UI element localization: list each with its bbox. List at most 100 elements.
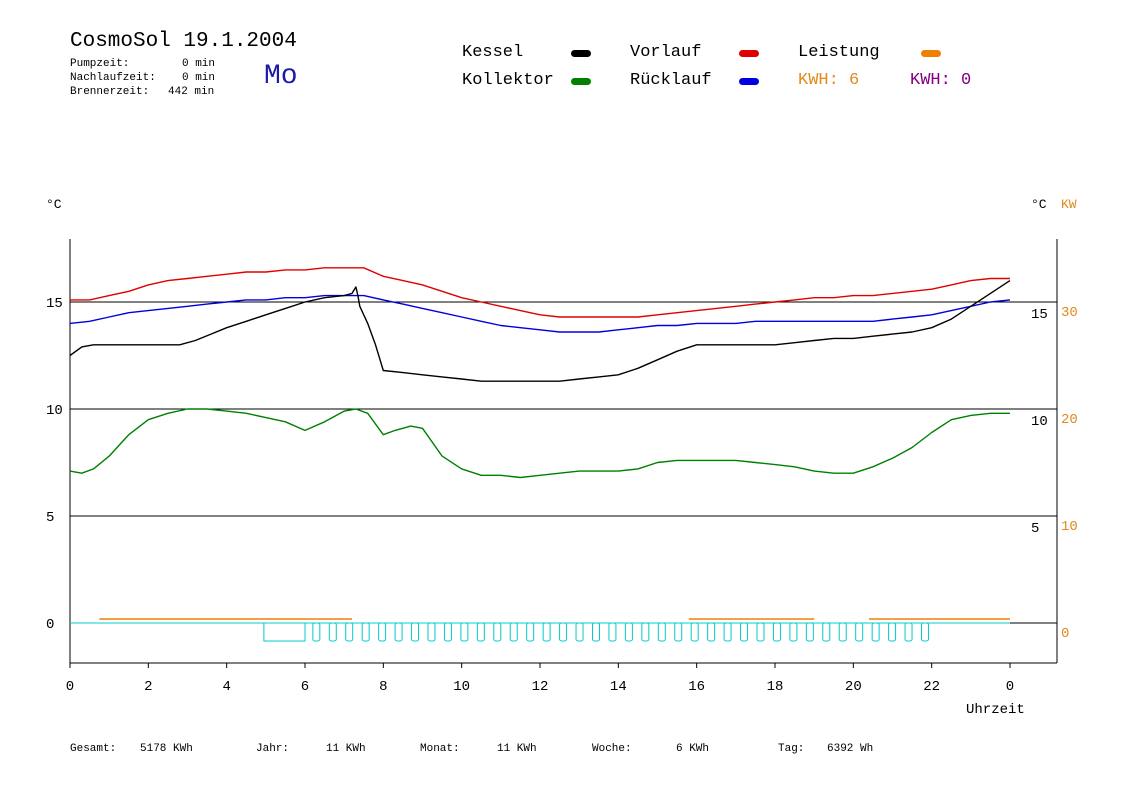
left-tick-label: 5 bbox=[46, 510, 54, 526]
pump-pulse bbox=[509, 622, 518, 642]
footer-monat-label: Monat: bbox=[420, 743, 460, 755]
pump-pulse bbox=[855, 622, 864, 642]
pump-pulse bbox=[641, 622, 650, 642]
x-tick-label: 12 bbox=[532, 679, 549, 695]
pump-pulse bbox=[756, 622, 765, 642]
legend-leistung-swatch bbox=[921, 50, 941, 57]
right-c-tick-label: 5 bbox=[1031, 521, 1039, 537]
x-tick-label: 4 bbox=[222, 679, 230, 695]
series-line-kollektor bbox=[69, 408, 1010, 479]
pump-pulse bbox=[526, 622, 535, 642]
right-axis-unit-c: °C bbox=[1031, 197, 1047, 212]
footer-woche-label: Woche: bbox=[592, 743, 632, 755]
footer-jahr-value: 11 KWh bbox=[326, 743, 366, 755]
x-tick-label: 18 bbox=[767, 679, 784, 695]
pump-block bbox=[263, 622, 306, 642]
x-tick-label: 22 bbox=[923, 679, 940, 695]
pump-pulse bbox=[723, 622, 732, 642]
right-c-tick-label: 10 bbox=[1031, 414, 1048, 430]
pump-pulse bbox=[888, 622, 897, 642]
right-kw-tick-label: 20 bbox=[1061, 412, 1078, 428]
right-kw-tick-label: 30 bbox=[1061, 305, 1078, 321]
x-tick-label: 20 bbox=[845, 679, 862, 695]
footer-monat-value: 11 KWh bbox=[497, 743, 537, 755]
pump-pulse bbox=[772, 622, 781, 642]
x-tick-label: 14 bbox=[610, 679, 627, 695]
pump-pulse bbox=[427, 622, 436, 642]
pump-pulse bbox=[328, 622, 337, 642]
pump-pulse bbox=[476, 622, 485, 642]
pump-pulse bbox=[345, 622, 354, 642]
pump-pulse bbox=[657, 622, 666, 642]
stat-brennerzeit-value: 442 min bbox=[168, 86, 215, 98]
pump-pulse bbox=[394, 622, 403, 642]
stat-nachlaufzeit-value: 0 min bbox=[182, 72, 216, 84]
pump-pulse bbox=[740, 622, 749, 642]
footer-gesamt-value: 5178 KWh bbox=[140, 743, 193, 755]
pump-pulse bbox=[443, 622, 452, 642]
pump-pulse bbox=[805, 622, 814, 642]
x-tick-label: 0 bbox=[1006, 679, 1014, 695]
legend-kwh-total: KWH: 6 bbox=[798, 71, 860, 90]
pump-pulse bbox=[361, 622, 370, 642]
series-line-rcklauf bbox=[69, 294, 1011, 333]
pump-pulse bbox=[542, 622, 551, 642]
series-line-kessel bbox=[69, 280, 1011, 382]
series-lines bbox=[69, 267, 1011, 479]
chart-title: CosmoSol 19.1.2004 bbox=[70, 30, 297, 53]
x-tick-label: 0 bbox=[66, 679, 74, 695]
stat-pumpzeit-value: 0 min bbox=[182, 58, 216, 70]
legend-kollektor-label: Kollektor bbox=[462, 71, 554, 90]
pump-pulse bbox=[378, 622, 387, 642]
pump-pulse bbox=[411, 622, 420, 642]
x-tick-label: 8 bbox=[379, 679, 387, 695]
left-tick-label: 0 bbox=[46, 617, 54, 633]
footer-woche-value: 6 KWh bbox=[676, 743, 710, 755]
pump-pulse bbox=[822, 622, 831, 642]
pump-pulse bbox=[608, 622, 617, 642]
x-tick-label: 2 bbox=[144, 679, 152, 695]
legend-kessel-swatch bbox=[571, 50, 591, 57]
stat-nachlaufzeit-label: Nachlaufzeit: bbox=[70, 72, 156, 84]
x-tick-label: 10 bbox=[453, 679, 470, 695]
legend-vorlauf-swatch bbox=[739, 50, 759, 57]
left-axis-unit: °C bbox=[46, 197, 62, 212]
pump-pulse bbox=[493, 622, 502, 642]
legend-ruecklauf-swatch bbox=[739, 78, 759, 85]
right-kw-tick-label: 0 bbox=[1061, 626, 1069, 642]
footer-gesamt-label: Gesamt: bbox=[70, 743, 117, 755]
right-c-tick-label: 15 bbox=[1031, 307, 1048, 323]
legend-leistung-label: Leistung bbox=[798, 43, 880, 62]
pump-pulse bbox=[312, 622, 321, 642]
pump-pulse bbox=[838, 622, 847, 642]
series-line-vorlauf bbox=[70, 267, 1010, 318]
legend-kessel-label: Kessel bbox=[462, 43, 524, 62]
pump-pulse bbox=[575, 622, 584, 642]
stat-pumpzeit-label: Pumpzeit: bbox=[70, 58, 130, 70]
footer-jahr-label: Jahr: bbox=[256, 743, 290, 755]
power-trace bbox=[70, 618, 1010, 642]
x-tick-label: 16 bbox=[688, 679, 705, 695]
x-axis-label: Uhrzeit bbox=[966, 702, 1025, 718]
pump-pulse bbox=[920, 622, 929, 642]
legend-kwh-solar: KWH: 0 bbox=[910, 71, 972, 90]
left-tick-label: 10 bbox=[46, 403, 63, 419]
legend-ruecklauf-label: Rücklauf bbox=[630, 71, 712, 90]
tick-labels: 0 2 4 6 8 10 12 14 16 18 20 22 0 15 10 5 0 15 10 5 30 20 10 0 bbox=[46, 296, 1078, 695]
pump-pulse bbox=[559, 622, 568, 642]
right-kw-tick-label: 10 bbox=[1061, 519, 1078, 535]
right-axis-unit-kw: KW bbox=[1061, 197, 1077, 212]
stat-brennerzeit-label: Brennerzeit: bbox=[70, 86, 150, 98]
left-tick-label: 15 bbox=[46, 296, 63, 312]
pump-pulse bbox=[591, 622, 600, 642]
pump-pulse bbox=[624, 622, 633, 642]
footer-tag-label: Tag: bbox=[778, 743, 805, 755]
pump-pulse bbox=[690, 622, 699, 642]
legend-kollektor-swatch bbox=[571, 78, 591, 85]
pump-pulse bbox=[460, 622, 469, 642]
pump-pulse bbox=[871, 622, 880, 642]
weekday-label: Mo bbox=[264, 61, 298, 92]
pump-pulse bbox=[789, 622, 798, 642]
pump-pulse bbox=[707, 622, 716, 642]
